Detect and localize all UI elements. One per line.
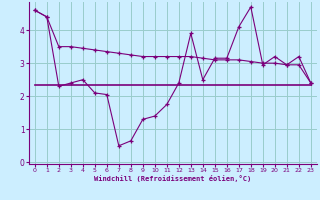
X-axis label: Windchill (Refroidissement éolien,°C): Windchill (Refroidissement éolien,°C) <box>94 175 252 182</box>
